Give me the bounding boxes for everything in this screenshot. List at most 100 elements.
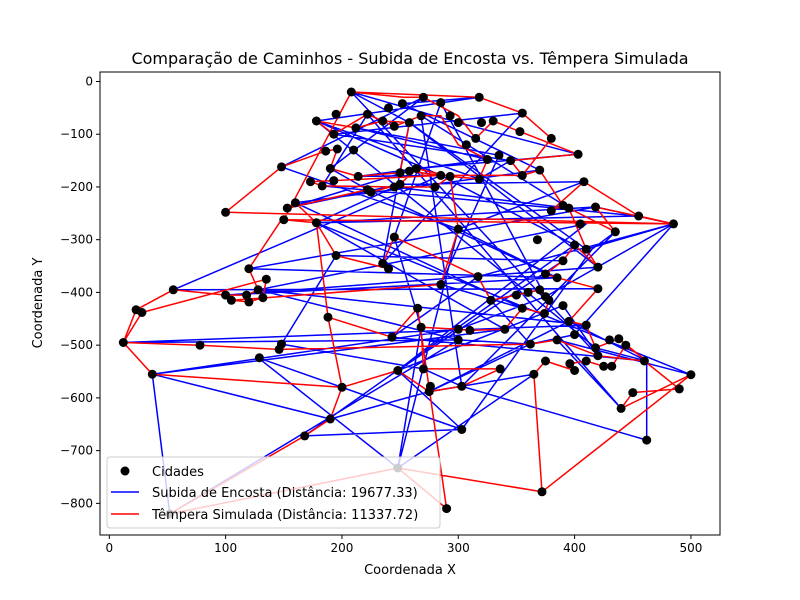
city-point: [244, 297, 254, 307]
city-point: [541, 356, 550, 366]
city-point: [363, 109, 372, 119]
city-point: [486, 295, 496, 305]
city-point: [413, 303, 423, 313]
y-tick-label: −700: [60, 444, 93, 458]
city-point: [279, 215, 289, 225]
city-point: [473, 272, 483, 282]
legend-label-tempera: Têmpera Simulada (Distância: 11337.72): [151, 508, 418, 523]
city-point: [118, 338, 128, 347]
city-point: [425, 381, 435, 391]
city-point: [261, 274, 271, 284]
city-point: [331, 251, 341, 260]
city-point: [277, 162, 286, 172]
city-point: [411, 164, 421, 173]
city-point: [404, 118, 414, 128]
city-point: [546, 133, 556, 143]
city-point: [465, 325, 475, 335]
city-point: [552, 273, 562, 283]
city-point: [535, 285, 545, 295]
city-point: [274, 344, 284, 354]
city-point: [558, 301, 568, 311]
city-point: [337, 382, 347, 392]
city-point: [570, 366, 580, 375]
city-point: [306, 177, 315, 187]
city-point: [558, 256, 568, 266]
city-point: [442, 504, 452, 514]
city-point: [457, 425, 467, 434]
city-point: [389, 232, 399, 242]
city-point: [351, 123, 361, 133]
x-tick-label: 100: [214, 541, 237, 555]
y-tick-label: −100: [60, 127, 93, 141]
x-tick-label: 0: [105, 541, 113, 555]
city-point: [570, 330, 580, 340]
x-tick-label: 500: [679, 541, 702, 555]
city-point: [418, 364, 428, 374]
city-point: [323, 312, 333, 322]
chart-title: Comparação de Caminhos - Subida de Encos…: [131, 49, 688, 68]
city-point: [482, 155, 492, 164]
city-point: [416, 322, 426, 332]
city-point: [325, 414, 335, 424]
city-point: [599, 361, 609, 371]
y-tick-label: −400: [60, 285, 93, 299]
city-point: [353, 171, 363, 181]
city-point: [517, 108, 527, 118]
city-point: [593, 351, 603, 361]
city-point: [474, 174, 484, 184]
city-point: [416, 111, 426, 121]
city-point: [137, 308, 147, 317]
city-point: [389, 182, 399, 192]
city-point: [523, 287, 533, 297]
city-point: [387, 332, 397, 342]
city-point: [537, 487, 547, 497]
city-point: [321, 146, 331, 156]
city-point: [541, 269, 550, 279]
city-point: [430, 182, 440, 192]
city-point: [593, 284, 603, 294]
city-point: [195, 340, 205, 350]
city-point: [477, 118, 486, 128]
city-point: [254, 353, 264, 363]
city-point: [591, 343, 600, 353]
city-point: [311, 218, 321, 228]
city-point: [349, 145, 359, 155]
city-point: [564, 203, 574, 213]
series-line-subida-de-encosta: [122, 91, 692, 515]
city-point: [329, 129, 339, 139]
city-point: [397, 99, 407, 109]
x-tick-label: 300: [447, 541, 470, 555]
legend-label-subida: Subida de Encosta (Distância: 19677.33): [152, 486, 418, 501]
city-point: [634, 211, 644, 221]
city-point: [418, 92, 428, 102]
city-point: [642, 435, 652, 445]
city-point: [445, 171, 455, 181]
x-axis: 0 100 200 300 400 500: [105, 535, 702, 555]
x-tick-label: 400: [563, 541, 586, 555]
cities-layer: [118, 87, 696, 519]
city-point: [147, 369, 157, 379]
city-point: [525, 339, 535, 349]
city-point: [457, 381, 467, 391]
city-point: [607, 361, 617, 371]
city-point: [300, 431, 310, 441]
y-tick-label: −600: [60, 391, 93, 405]
city-point: [517, 303, 527, 313]
city-point: [384, 103, 393, 113]
city-point: [500, 324, 510, 334]
city-point: [461, 140, 471, 150]
city-point: [332, 144, 342, 154]
y-tick-label: −200: [60, 180, 93, 194]
city-point: [552, 335, 562, 345]
legend-marker-cidades: [120, 466, 130, 476]
city-point: [539, 309, 549, 318]
city-point: [453, 324, 463, 334]
legend: Cidades Subida de Encosta (Distância: 19…: [106, 456, 441, 529]
city-point: [395, 168, 405, 178]
city-point: [258, 293, 268, 303]
city-point: [436, 98, 446, 108]
city-point: [453, 224, 463, 234]
y-axis: 0 −100 −200 −300 −400 −500 −600 −700 −800: [60, 74, 100, 510]
city-point: [253, 285, 263, 295]
city-point: [621, 340, 631, 350]
